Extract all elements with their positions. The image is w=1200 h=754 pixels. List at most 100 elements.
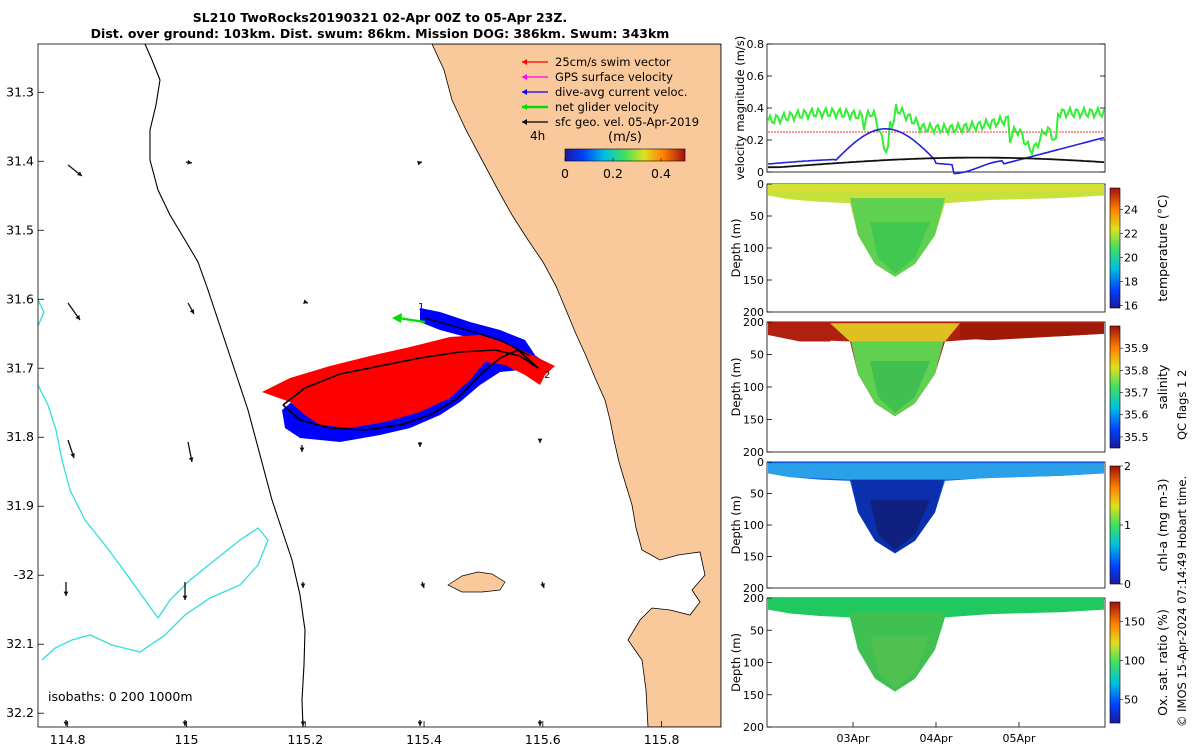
isobath-1000-main xyxy=(38,384,269,661)
section-ylabel: Depth (m) xyxy=(729,633,743,692)
section-ylabel: Depth (m) xyxy=(729,219,743,278)
map-xtick-label: 115.4 xyxy=(406,732,442,747)
map-y-axis: 31.3 31.4 31.5 31.6 31.7 31.8 31.9 -32 32.1 32.2 xyxy=(6,84,44,720)
section-colorbar-label: temperature (°C) xyxy=(1155,194,1170,301)
figure-title-line2: Dist. over ground: 103km. Dist. swum: 86… xyxy=(91,26,670,41)
section-colorbar-label: chl-a (mg m-3) xyxy=(1155,479,1170,572)
section-ytick-label: 50 xyxy=(750,210,764,223)
map-ytick-label: -32 xyxy=(14,567,34,582)
colorbar-tick-label: 0.4 xyxy=(651,166,671,181)
section-ytick-label: 150 xyxy=(743,274,764,287)
section-ytick-label: 0 xyxy=(757,456,764,469)
map-ytick-label: 31.6 xyxy=(6,291,34,306)
map-xtick-label: 115 xyxy=(175,732,199,747)
glider-track: 1 2 xyxy=(262,302,555,442)
section-ytick-label: 200 xyxy=(743,316,764,329)
map-ytick-label: 31.4 xyxy=(6,153,34,168)
section-ytick-label: 200 xyxy=(743,446,764,459)
section-ytick-label: 200 xyxy=(743,306,764,319)
section-panel-chl-a: 0 50 100 150 200 Depth (m) 0 1 2 chl-a (mg m-3) xyxy=(729,456,1170,595)
label-4h: 4h xyxy=(530,129,545,143)
section-ylabel: Depth (m) xyxy=(729,496,743,555)
map-xtick-label: 115.2 xyxy=(287,732,323,747)
section-colorbar xyxy=(1109,601,1121,724)
timeseries-ytick-label: 0.8 xyxy=(747,38,765,51)
map-ytick-label: 31.7 xyxy=(6,360,34,375)
colorbar-tick-label: 18 xyxy=(1124,276,1138,289)
colorbar-tick-label: 35.7 xyxy=(1124,387,1149,400)
colorbar-tick-label: 35.9 xyxy=(1124,342,1149,355)
timeseries-ytick-label: 0.6 xyxy=(747,70,765,83)
timeseries-ytick-label: 0 xyxy=(757,166,764,179)
map-xtick-label: 114.8 xyxy=(50,732,86,747)
colorbar-tick-label: 100 xyxy=(1124,655,1145,668)
timeseries-ytick-label: 0.2 xyxy=(747,134,765,147)
colorbar-tick-label: 50 xyxy=(1124,694,1138,707)
colorbar-title: (m/s) xyxy=(608,130,642,145)
map-ytick-label: 31.8 xyxy=(6,429,34,444)
section-ytick-label: 50 xyxy=(750,349,764,362)
legend-entry: GPS surface velocity xyxy=(555,70,673,84)
velocity-timeseries-panel: 0 0.2 0.4 0.6 0.8 velocity magnitude (m/s) xyxy=(733,36,1106,181)
map-x-axis: 114.8 115 115.2 115.4 115.6 115.8 xyxy=(50,721,680,747)
section-ytick-label: 150 xyxy=(743,414,764,427)
section-ytick-label: 100 xyxy=(743,657,764,670)
section-ytick-label: 150 xyxy=(743,689,764,702)
isobath-1000 xyxy=(38,299,45,327)
map-ytick-label: 31.9 xyxy=(6,498,34,513)
colorbar-tick-label: 35.5 xyxy=(1124,431,1149,444)
section-ytick-label: 50 xyxy=(750,624,764,637)
map-ytick-label: 31.3 xyxy=(6,84,34,99)
colorbar-tick-label: 150 xyxy=(1124,616,1145,629)
colorbar-tick-label: 22 xyxy=(1124,228,1138,241)
timeseries-ytick-label: 0.4 xyxy=(747,102,765,115)
section-colorbar-label: Ox. sat. ratio (%) xyxy=(1155,609,1170,716)
net-glider-velocity-line xyxy=(767,103,1105,157)
map-panel: 1 2 isobaths: 0 200 1000m 114.8 115 115.2 1… xyxy=(6,43,722,747)
colorbar-tick-label: 20 xyxy=(1124,252,1138,265)
legend-entry: 25cm/s swim vector xyxy=(555,55,671,69)
colorbar-tick-label: 2 xyxy=(1124,460,1131,473)
colorbar-tick-label: 0 xyxy=(1124,578,1131,591)
map-ytick-label: 32.1 xyxy=(6,636,34,651)
legend-entry: dive-avg current veloc. xyxy=(555,85,688,99)
section-colorbar xyxy=(1109,325,1121,449)
credit-text: © IMOS 15-Apr-2024 07:14:49 Hobart time. xyxy=(1175,476,1189,727)
land-area xyxy=(431,44,721,727)
section-ytick-label: 200 xyxy=(743,721,764,734)
map-ytick-label: 32.2 xyxy=(6,705,34,720)
isobaths-label: isobaths: 0 200 1000m xyxy=(48,689,193,704)
legend-entry: net glider velocity xyxy=(555,100,659,114)
map-xtick-label: 115.6 xyxy=(525,732,561,747)
current-arrows xyxy=(63,159,545,726)
section-colorbar xyxy=(1109,187,1121,309)
colorbar-tick-label: 16 xyxy=(1124,300,1138,313)
section-ytick-label: 100 xyxy=(743,519,764,532)
section-ytick-label: 100 xyxy=(743,381,764,394)
figure-title-line1: SL210 TwoRocks20190321 02-Apr 00Z to 05-… xyxy=(193,10,567,25)
qc-flags-text: QC flags 1 2 xyxy=(1175,370,1189,440)
section-ytick-label: 150 xyxy=(743,551,764,564)
island xyxy=(447,571,506,593)
colorbar-tick-label: 0 xyxy=(561,166,569,181)
waypoint-label-2: 2 xyxy=(544,370,550,381)
section-ytick-label: 100 xyxy=(743,242,764,255)
timeseries-ylabel: velocity magnitude (m/s) xyxy=(733,36,747,181)
time-tick-label: 05Apr xyxy=(1002,732,1036,745)
colorbar-tick-label: 35.8 xyxy=(1124,364,1149,377)
section-ytick-label: 50 xyxy=(750,488,764,501)
section-ytick-label: 200 xyxy=(743,582,764,595)
colorbar-tick-label: 24 xyxy=(1124,204,1138,217)
legend-entry: sfc geo. vel. 05-Apr-2019 xyxy=(555,115,699,129)
section-panel-oxygen: 200 50 100 150 200 Depth (m) 50 100 150 Ox. sat. … xyxy=(729,592,1170,734)
colorbar-tick-label: 1 xyxy=(1124,519,1131,532)
section-panel-temperature: 0 50 100 150 200 Depth (m) 16 18 20 22 24 temperatu… xyxy=(729,178,1170,319)
waypoint-label-1: 1 xyxy=(418,302,424,313)
section-colorbar-label: salinity xyxy=(1155,364,1170,409)
map-xtick-label: 115.8 xyxy=(644,732,680,747)
colorbar-tick-label: 35.6 xyxy=(1124,409,1149,422)
